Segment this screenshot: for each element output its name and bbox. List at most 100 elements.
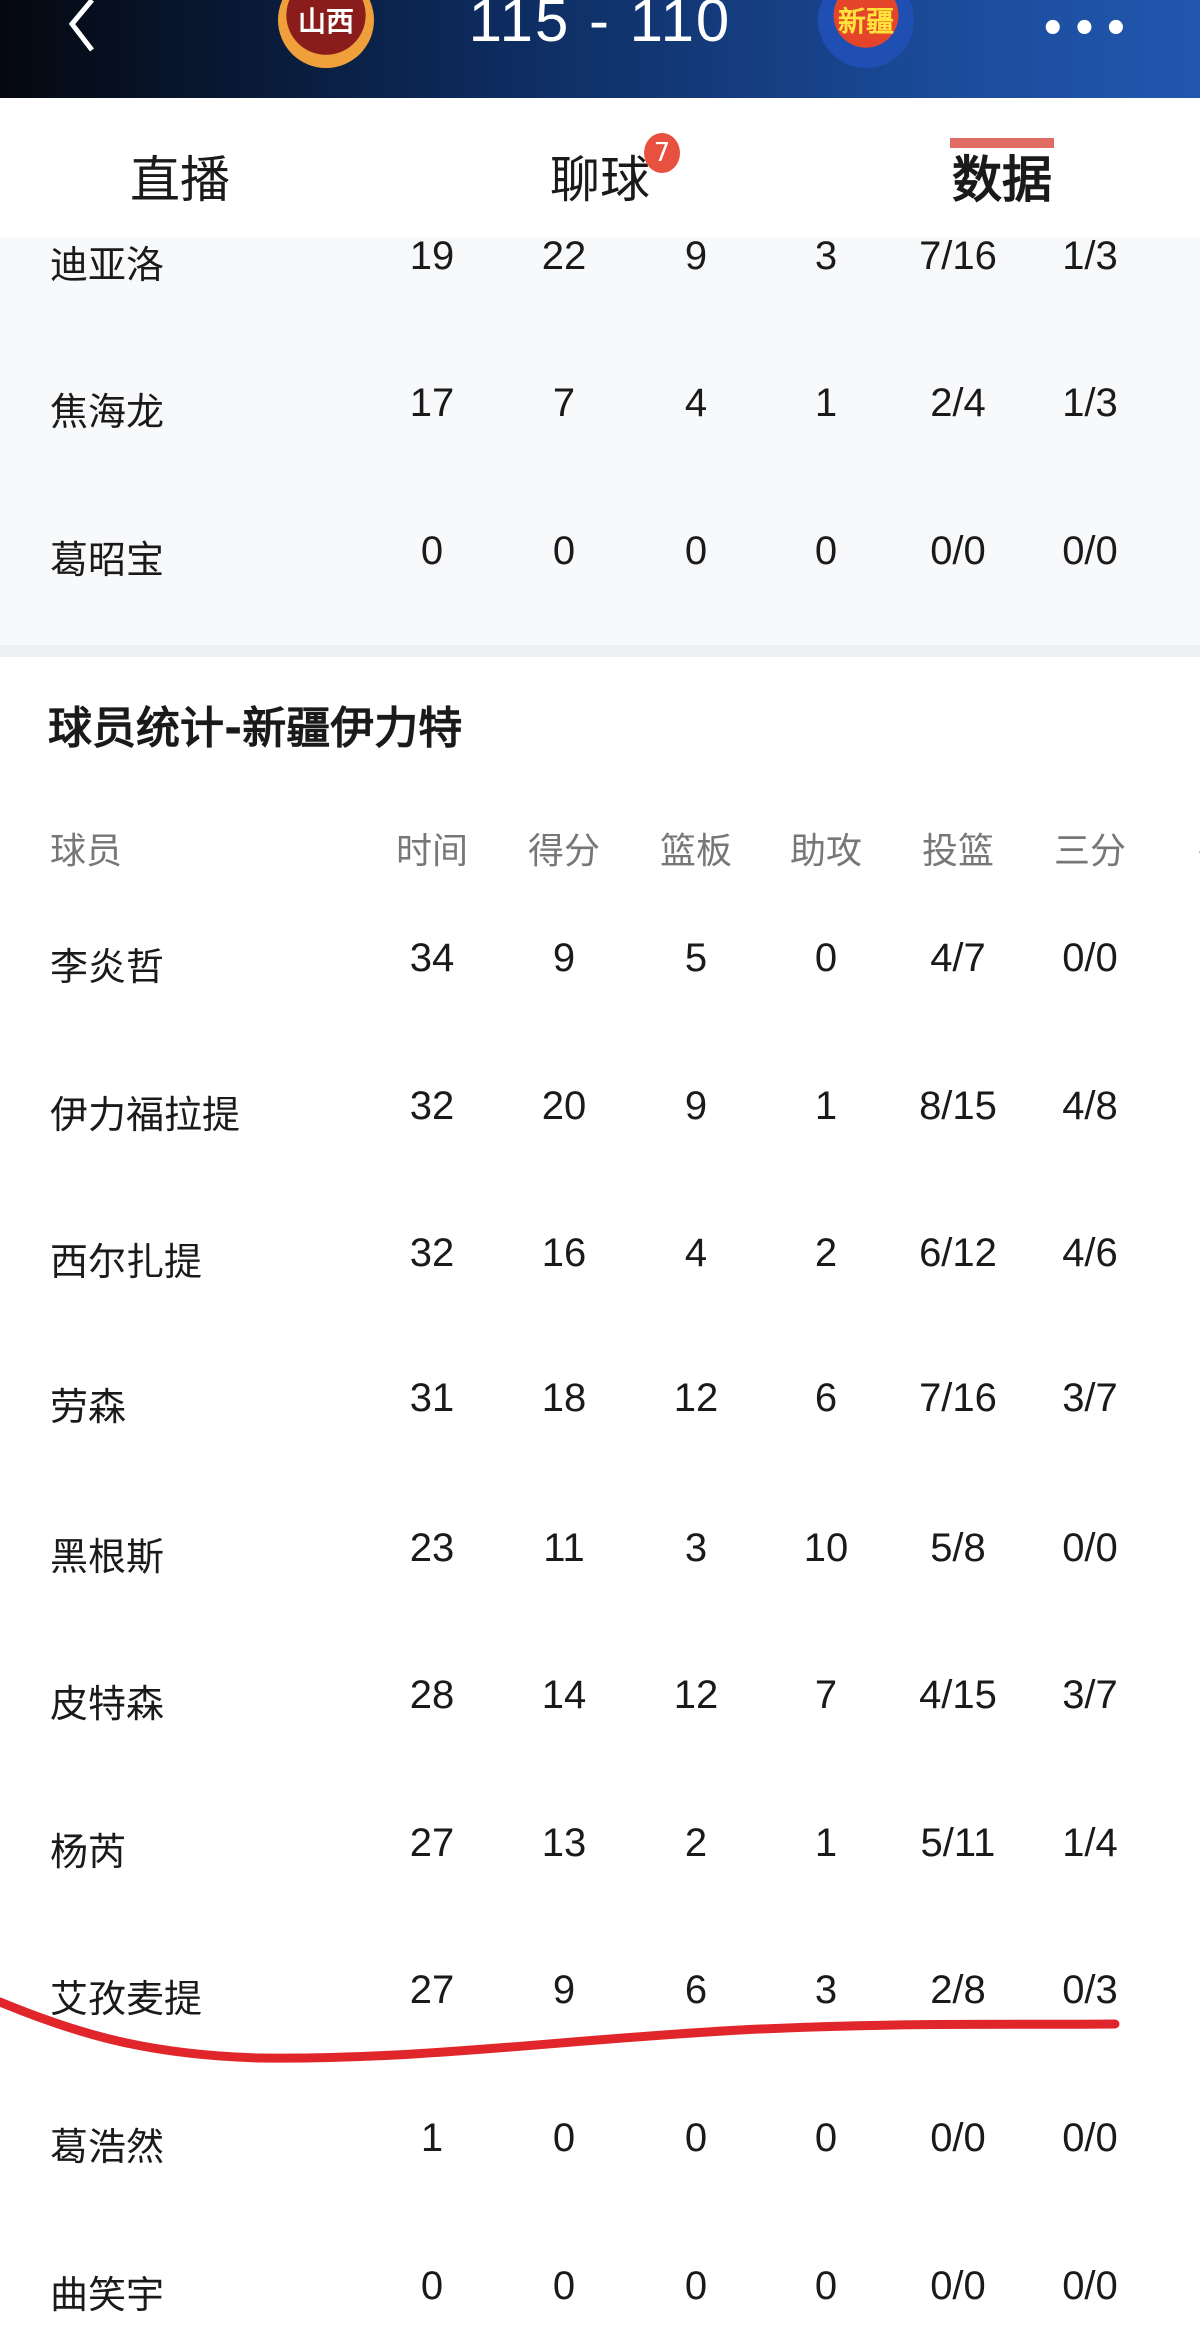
column-header: 助攻 [789,831,862,872]
stat-cell: 13 [541,1821,587,1865]
stat-cell: 31 [409,1376,455,1420]
stat-cell: 27 [409,1968,455,2012]
column-header: 得分 [527,831,600,872]
player-name: 艾孜麦提 [50,1977,203,2021]
stat-cell: 1/3 [1062,381,1118,425]
player-row[interactable]: 葛浩然 1 0 0 0 0/0 0/0 0 [0,2116,1200,2176]
stat-cell: 0 [552,2264,576,2308]
stat-cell: 9 [552,936,576,980]
stat-cell: 3 [814,234,838,278]
column-header: 篮板 [659,831,732,872]
chevron-left-icon [68,0,94,52]
section-title: 球员统计-新疆伊力特 [48,703,463,754]
stat-cell: 1 [814,1084,838,1128]
player-row[interactable]: 曲笑宇 0 0 0 0 0/0 0/0 0 [0,2264,1200,2324]
stat-cell: 9 [684,234,708,278]
player-row[interactable]: 西尔扎提 32 16 4 2 6/12 4/6 0 [0,1231,1200,1291]
player-name: 李炎哲 [50,945,165,989]
player-row[interactable]: 伊力福拉提 32 20 9 1 8/15 4/8 0 [0,1084,1200,1144]
stat-cell: 4 [684,1231,708,1275]
more-horizontal-icon: ••• [1040,6,1135,52]
player-row[interactable]: 杨芮 27 13 2 1 5/11 1/4 2 [0,1821,1200,1881]
score: 115 - 110 [468,0,732,54]
stat-cell: 0 [814,936,838,980]
stat-cell: 6 [814,1376,838,1420]
stat-cell: 5/8 [930,1526,986,1570]
stat-cell: 2 [1150,381,1200,426]
stat-cell: 0/0 [930,2116,986,2160]
section-divider [0,645,1200,657]
player-row[interactable]: 皮特森 28 14 12 7 4/15 3/7 3 [0,1673,1200,1733]
stat-cell: 4/6 [1062,1231,1118,1275]
stat-cell: 8/15 [919,1084,997,1128]
stat-cell: 6 [684,1968,708,2012]
stat-cell: 3 [814,1968,838,2012]
column-header: 罚 [1150,822,1200,874]
tab-chat[interactable]: 聊球 [550,151,650,209]
table-header: 球员 时间 得分 篮板 助攻 投篮 三分 罚 [0,822,1200,882]
stat-cell: 3 [684,1526,708,1570]
stat-cell: 1 [420,2116,444,2160]
stat-cell: 19 [409,234,455,278]
stat-cell: 7 [814,1673,838,1717]
stat-cell: 32 [409,1084,455,1128]
back-button[interactable] [62,0,102,60]
stat-cell: 5/11 [920,1821,996,1865]
stat-cell: 4/7 [930,936,986,980]
stat-cell: 4/15 [919,1673,997,1717]
stat-cell: 28 [409,1673,455,1717]
stat-cell: 3 [1150,1673,1200,1718]
stat-cell: 7 [1150,234,1200,279]
stat-cell: 7/16 [919,1376,997,1420]
active-tab-indicator [950,138,1054,148]
more-button[interactable]: ••• [1040,6,1135,52]
stat-cell: 34 [409,936,455,980]
tab-live[interactable]: 直播 [130,151,230,209]
stat-cell: 1 [814,381,838,425]
stat-cell: 0 [814,2116,838,2160]
stat-cell: 32 [409,1231,455,1275]
stat-cell: 1 [814,1821,838,1865]
stat-cell: 0 [420,529,444,573]
stat-cell: 0/0 [1062,529,1118,573]
stat-cell: 7 [552,381,576,425]
player-name: 黑根斯 [50,1535,165,1579]
stat-cell: 0 [1150,1231,1200,1276]
stat-cell: 3/7 [1062,1673,1118,1717]
stat-cell: 1 [1150,1526,1200,1571]
player-name: 迪亚洛 [50,243,165,287]
player-name: 葛昭宝 [50,538,165,582]
player-row[interactable]: 李炎哲 34 9 5 0 4/7 0/0 1 [0,936,1200,996]
tab-data[interactable]: 数据 [952,151,1052,209]
stat-cell: 2 [814,1231,838,1275]
stat-cell: 0 [814,529,838,573]
stat-cell: 0/0 [1062,2116,1118,2160]
stat-cell: 11 [543,1526,585,1570]
stat-cell: 18 [541,1376,587,1420]
away-team-logo[interactable]: 新疆 [818,0,914,68]
stat-cell: 2/8 [930,1968,986,2012]
stat-cell: 0 [552,529,576,573]
stat-cell: 0/0 [930,2264,986,2308]
xinjiang-stats-panel [0,657,1200,2325]
stat-cell: 0/0 [1062,1526,1118,1570]
player-row[interactable]: 葛昭宝 0 0 0 0 0/0 0/0 0 [0,529,1200,589]
stat-cell: 12 [673,1673,719,1717]
player-row[interactable]: 焦海龙 17 7 4 1 2/4 1/3 2 [0,381,1200,441]
stat-cell: 22 [541,234,587,278]
stat-cell: 2 [1150,1821,1200,1866]
column-header: 球员 [50,831,123,872]
stat-cell: 0 [684,529,708,573]
stat-cell: 5 [684,936,708,980]
stat-cell: 0/0 [1062,2264,1118,2308]
player-row[interactable]: 迪亚洛 19 22 9 3 7/16 1/3 7 [0,234,1200,294]
player-row[interactable]: 劳森 31 18 12 6 7/16 3/7 1 [0,1376,1200,1436]
stat-cell: 0 [1150,2264,1200,2309]
player-row[interactable]: 黑根斯 23 11 3 10 5/8 0/0 1 [0,1526,1200,1586]
stat-cell: 4 [684,381,708,425]
player-name: 曲笑宇 [50,2273,165,2317]
stat-cell: 0 [1150,1084,1200,1129]
stat-cell: 0 [684,2116,708,2160]
stat-cell: 9 [684,1084,708,1128]
